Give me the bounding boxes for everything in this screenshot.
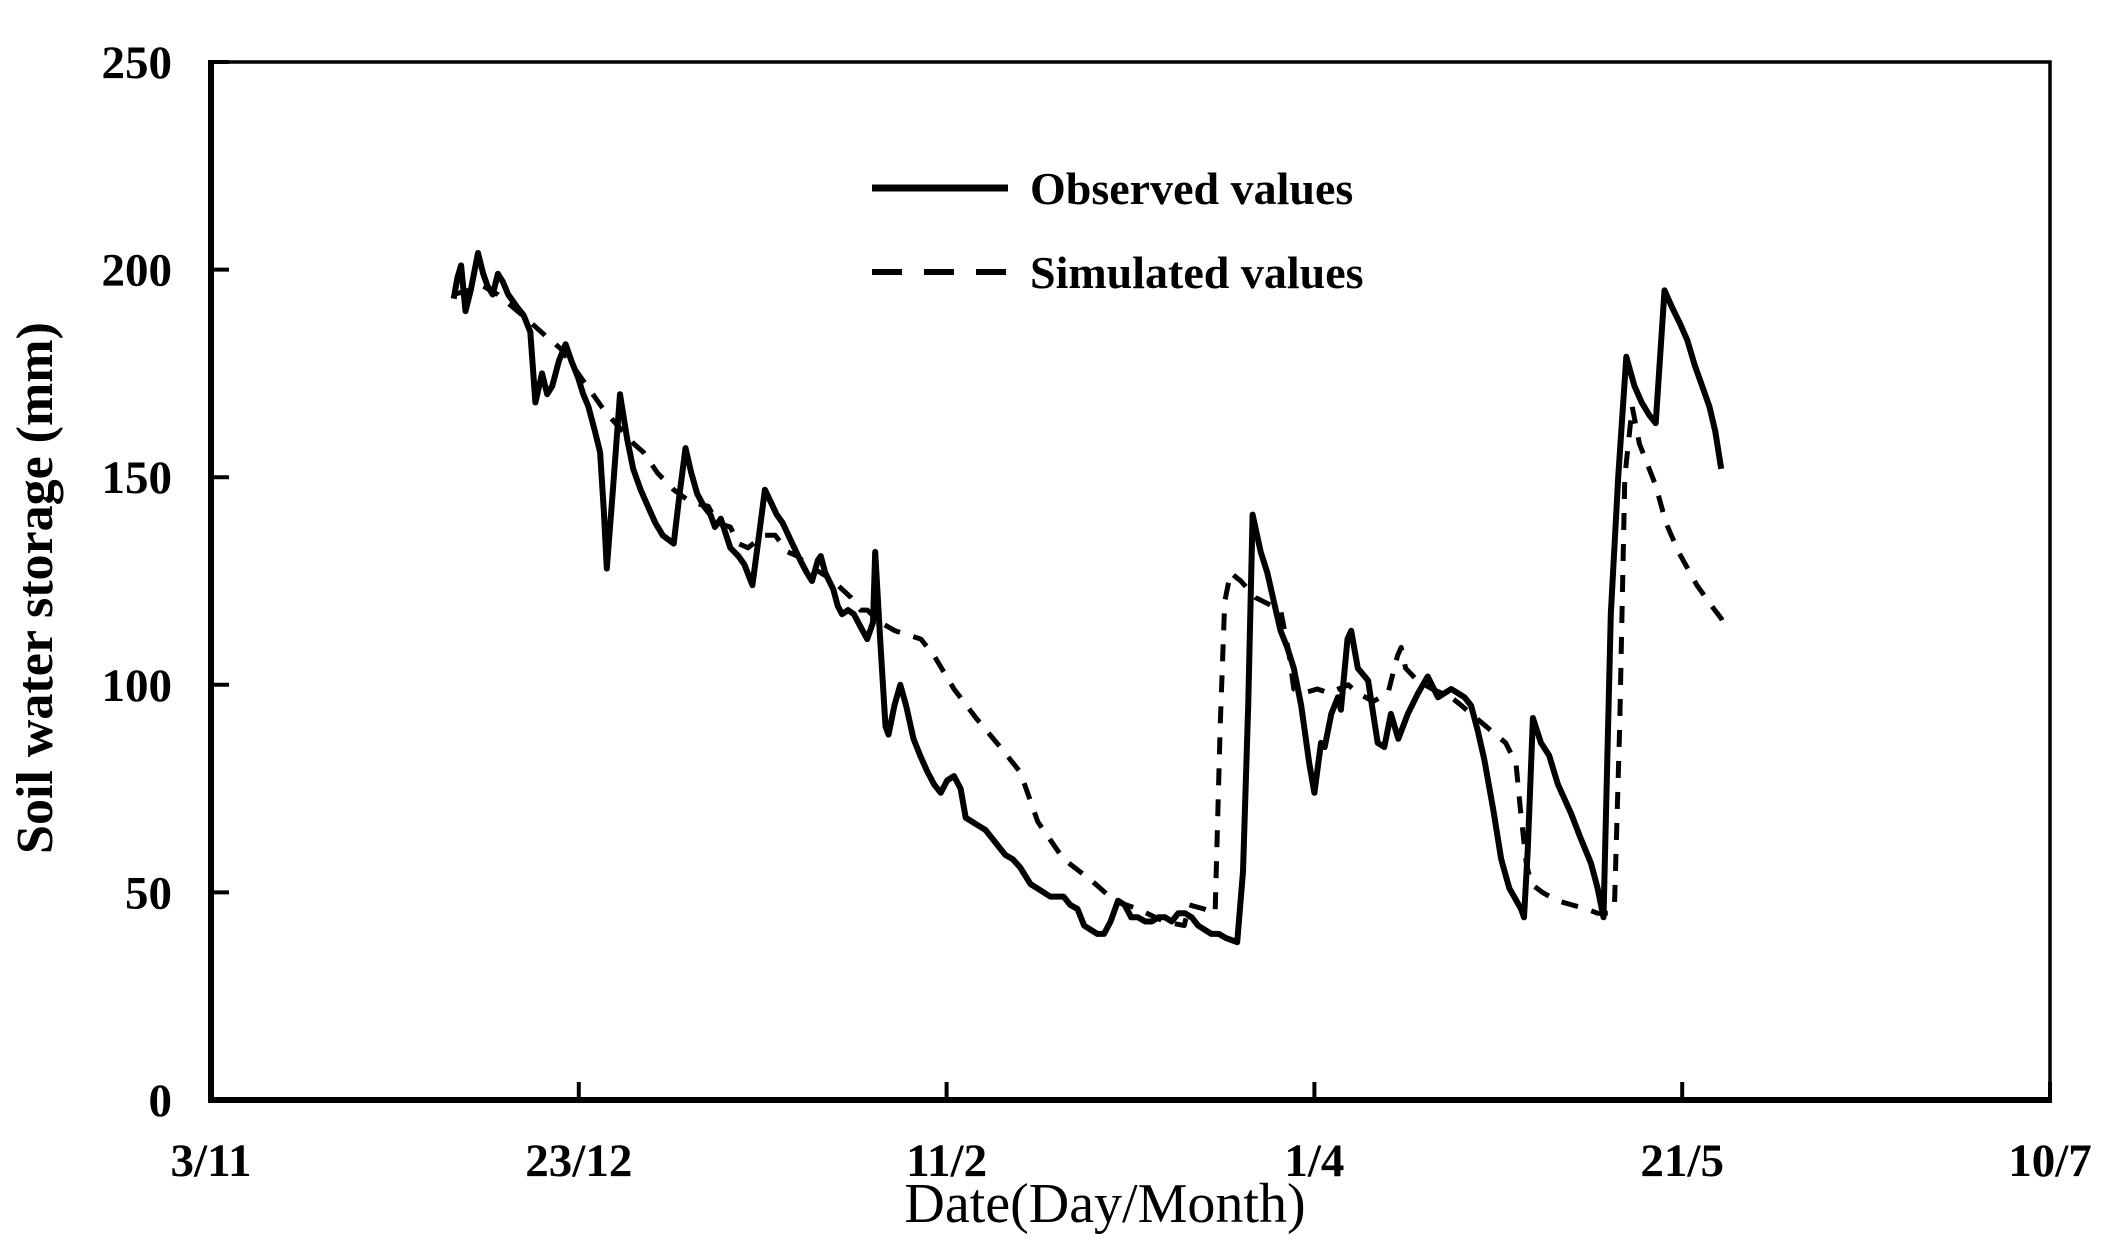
legend-label-simulated: Simulated values bbox=[1030, 247, 1364, 298]
plot-frame bbox=[208, 60, 2052, 1103]
y-axis-title: Soil water storage (mm) bbox=[7, 322, 64, 854]
legend: Observed values Simulated values bbox=[872, 163, 1364, 298]
y-tick-label: 200 bbox=[102, 245, 173, 297]
x-tick-label: 3/11 bbox=[171, 1135, 252, 1187]
series-layer bbox=[450, 250, 1728, 946]
legend-item-simulated: Simulated values bbox=[872, 247, 1364, 298]
y-tick-label: 50 bbox=[125, 867, 172, 919]
tick-layer: 3/11 23/12 11/2 1/4 21/5 10/7 0 50 100 150 200 250 bbox=[102, 37, 2092, 1187]
x-tick-label: 1/4 bbox=[1284, 1135, 1344, 1187]
legend-label-observed: Observed values bbox=[1030, 163, 1353, 214]
observed-values-line bbox=[450, 250, 1725, 946]
simulated-values-line bbox=[453, 283, 1728, 929]
x-tick-label: 23/12 bbox=[525, 1135, 632, 1187]
y-tick-label: 100 bbox=[102, 660, 173, 712]
x-tick-label: 10/7 bbox=[2008, 1135, 2092, 1187]
x-tick-label: 21/5 bbox=[1640, 1135, 1724, 1187]
plot-border bbox=[209, 60, 2052, 1102]
y-tick-label: 150 bbox=[102, 452, 173, 504]
x-axis-title: Date(Day/Month) bbox=[904, 1173, 1305, 1235]
y-tick-label: 0 bbox=[149, 1075, 173, 1127]
y-tick-label: 250 bbox=[102, 37, 173, 89]
legend-item-observed: Observed values bbox=[872, 163, 1353, 214]
x-tick-label: 11/2 bbox=[906, 1135, 987, 1187]
